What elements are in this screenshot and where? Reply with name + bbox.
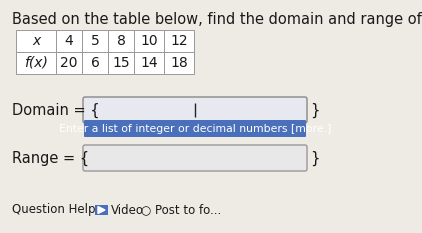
Bar	[82, 52, 108, 74]
Text: ○ Post to fo...: ○ Post to fo...	[141, 203, 221, 216]
Text: Question Help:: Question Help:	[12, 203, 100, 216]
Text: 18: 18	[170, 56, 188, 70]
Text: Domain = {: Domain = {	[12, 102, 100, 118]
Text: }: }	[310, 150, 319, 166]
Bar	[16, 30, 56, 52]
Text: 20: 20	[60, 56, 78, 70]
Bar	[134, 52, 164, 74]
Bar	[134, 30, 164, 52]
Text: 4: 4	[65, 34, 73, 48]
Polygon shape	[98, 206, 105, 213]
Bar	[16, 52, 56, 74]
Bar	[56, 52, 82, 74]
Bar	[108, 30, 134, 52]
Text: 12: 12	[170, 34, 188, 48]
Text: Video: Video	[111, 203, 144, 216]
Text: 8: 8	[116, 34, 125, 48]
Text: 6: 6	[91, 56, 100, 70]
Text: x: x	[32, 34, 40, 48]
Bar	[164, 52, 194, 74]
Text: Range = {: Range = {	[12, 150, 89, 166]
Text: 14: 14	[140, 56, 158, 70]
Bar	[56, 30, 82, 52]
FancyBboxPatch shape	[83, 145, 307, 171]
Bar	[95, 205, 108, 215]
Bar	[82, 30, 108, 52]
Text: Based on the table below, find the domain and range of the function.: Based on the table below, find the domai…	[12, 12, 422, 27]
Text: 5: 5	[91, 34, 99, 48]
Bar	[108, 52, 134, 74]
Text: 10: 10	[140, 34, 158, 48]
Bar	[164, 30, 194, 52]
FancyBboxPatch shape	[83, 97, 307, 123]
Text: 15: 15	[112, 56, 130, 70]
FancyBboxPatch shape	[84, 120, 306, 137]
Text: f(x): f(x)	[24, 56, 48, 70]
Text: }: }	[310, 102, 319, 118]
Text: Enter a list of integer or decimal numbers [more.]: Enter a list of integer or decimal numbe…	[59, 123, 331, 134]
